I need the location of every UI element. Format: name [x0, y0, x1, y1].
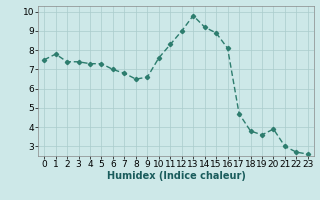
X-axis label: Humidex (Indice chaleur): Humidex (Indice chaleur)	[107, 171, 245, 181]
